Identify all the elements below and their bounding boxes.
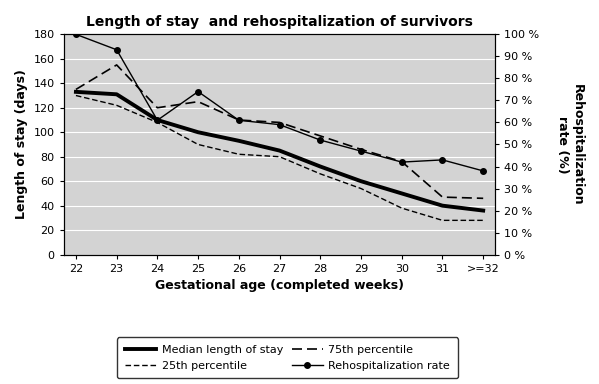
Title: Length of stay  and rehospitalization of survivors: Length of stay and rehospitalization of … — [86, 15, 473, 29]
Y-axis label: Rehospitalization
rate (%): Rehospitalization rate (%) — [556, 84, 584, 205]
Y-axis label: Length of stay (days): Length of stay (days) — [15, 70, 28, 219]
Legend: Median length of stay, 25th percentile, 75th percentile, Rehospitalization rate: Median length of stay, 25th percentile, … — [117, 337, 458, 379]
X-axis label: Gestational age (completed weeks): Gestational age (completed weeks) — [155, 279, 404, 292]
